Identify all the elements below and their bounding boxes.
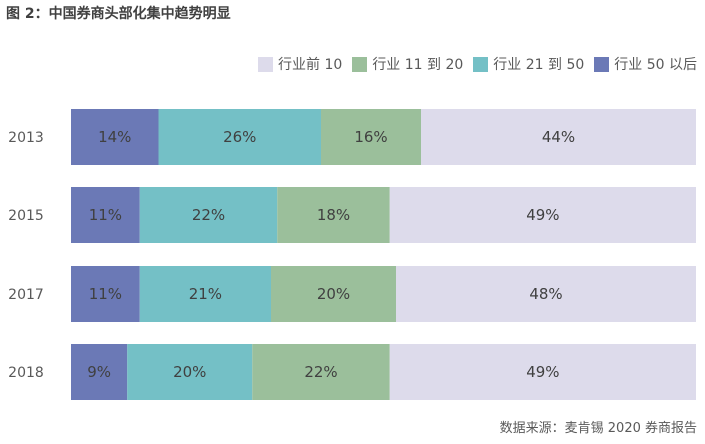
bar-2013-50plus [71,109,159,165]
bar-2018-21-50 [127,344,253,400]
legend-swatch-50plus [594,56,610,72]
bar-2013-11-20 [321,109,421,165]
bar-2017-top10 [396,266,696,322]
legend-label-21-50: 行业 21 到 50 [493,57,585,73]
data-label-2017-21-50: 21% [189,285,222,303]
data-label-2018-11-20: 22% [304,363,337,381]
category-label-2015: 2015 [8,208,44,224]
category-label-2017: 2017 [8,287,44,303]
legend-swatch-21-50 [473,56,489,72]
bar-2017-11-20 [271,266,396,322]
category-label-2013: 2013 [8,130,44,146]
data-label-2018-50plus: 9% [87,363,111,381]
data-label-2017-50plus: 11% [89,285,122,303]
data-label-2015-11-20: 18% [317,206,350,224]
bar-2017-50plus [71,266,140,322]
bar-2018-11-20 [252,344,390,400]
chart-title: 图 2：中国券商头部化集中趋势明显 [6,6,231,22]
source-note: 数据来源：麦肯锡 2020 券商报告 [499,421,697,436]
legend-label-top10: 行业前 10 [278,57,343,73]
bar-2015-top10 [389,187,696,243]
bar-2015-50plus [71,187,140,243]
bar-2018-50plus [71,344,128,400]
data-label-2013-50plus: 14% [98,128,131,146]
legend-label-50plus: 行业 50 以后 [614,57,697,73]
data-label-2017-top10: 48% [529,285,562,303]
data-label-2017-11-20: 20% [317,285,350,303]
bar-2013-top10 [421,109,696,165]
data-label-2013-11-20: 16% [354,128,387,146]
bar-2017-21-50 [139,266,271,322]
bar-2018-top10 [389,344,696,400]
category-label-2018: 2018 [8,365,44,381]
legend: 行业前 10 行业 11 到 20 行业 21 到 50 行业 50 以后 [248,54,697,74]
data-label-2018-top10: 49% [526,363,559,381]
legend-item-21-50: 行业 21 到 50 [473,54,584,74]
data-label-2013-top10: 44% [542,128,575,146]
bar-2015-21-50 [139,187,278,243]
legend-label-11-20: 行业 11 到 20 [372,57,464,73]
bar-2013-21-50 [158,109,321,165]
legend-item-50plus: 行业 50 以后 [594,54,697,74]
legend-item-top10: 行业前 10 [258,54,342,74]
bar-2015-11-20 [277,187,390,243]
data-label-2018-21-50: 20% [173,363,206,381]
data-label-2015-50plus: 11% [89,206,122,224]
legend-item-11-20: 行业 11 到 20 [352,54,463,74]
data-label-2015-21-50: 22% [192,206,225,224]
legend-swatch-11-20 [352,56,368,72]
data-label-2015-top10: 49% [526,206,559,224]
data-label-2013-21-50: 26% [223,128,256,146]
legend-swatch-top10 [258,56,274,72]
